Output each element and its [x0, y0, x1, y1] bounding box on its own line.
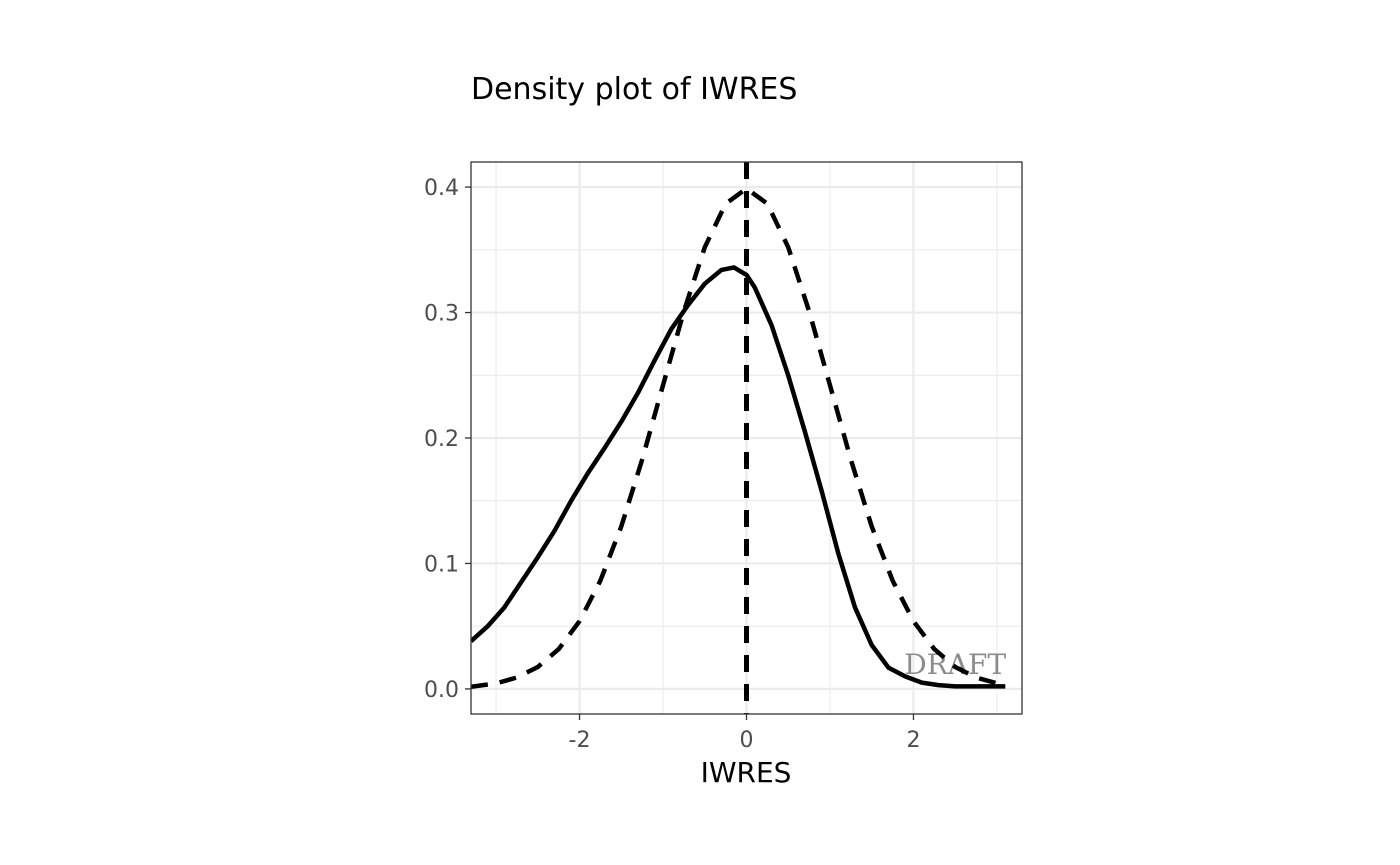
y-tick-label: 0.3 — [424, 302, 459, 327]
y-tick-label: 0.4 — [424, 176, 459, 201]
y-tick-label: 0.2 — [424, 427, 459, 452]
density-line-solid — [471, 265, 1006, 689]
x-tick-label: -2 — [569, 728, 591, 753]
x-tick-label: 2 — [906, 728, 920, 753]
x-axis-title: IWRES — [701, 756, 792, 789]
y-tick-label: 0.1 — [424, 552, 459, 577]
y-tick-label: 0.0 — [424, 678, 459, 703]
x-tick-label: 0 — [740, 728, 754, 753]
chart-title: Density plot of IWRES — [471, 72, 797, 107]
